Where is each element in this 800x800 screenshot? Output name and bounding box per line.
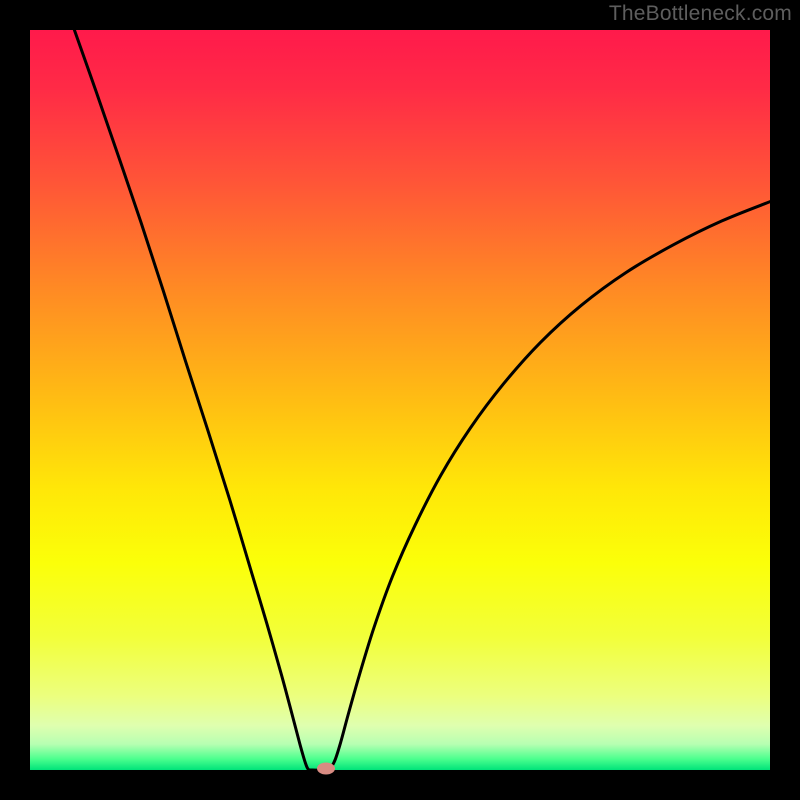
optimal-point-marker — [317, 763, 335, 775]
chart-canvas — [0, 0, 800, 800]
watermark-label: TheBottleneck.com — [609, 2, 792, 26]
chart-background — [30, 30, 770, 770]
bottleneck-chart: TheBottleneck.com — [0, 0, 800, 800]
